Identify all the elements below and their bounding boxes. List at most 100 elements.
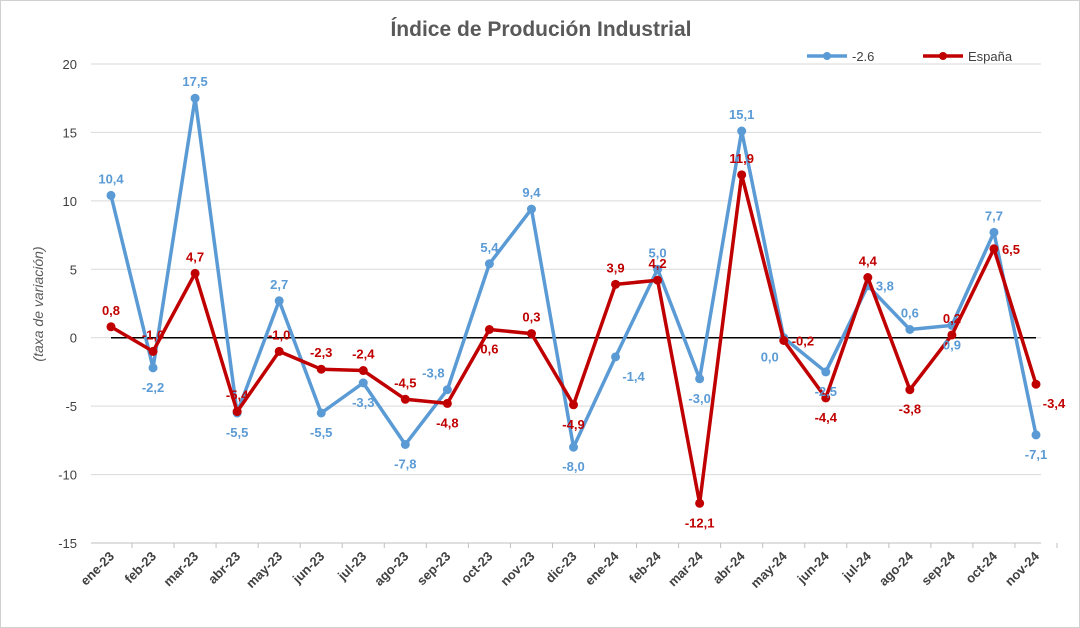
data-label: 0,2 (943, 311, 961, 326)
x-tick-label: ene-23 (77, 549, 117, 589)
data-label: 4,4 (859, 253, 878, 268)
data-point (316, 408, 326, 418)
data-label: -4,8 (436, 415, 458, 430)
data-point (442, 398, 452, 408)
data-label: -5,4 (226, 388, 249, 403)
series-line-2 (110, 173, 1038, 506)
data-point (695, 498, 705, 508)
data-label: 0,6 (480, 342, 498, 357)
y-axis-label: (taxa de variación) (30, 246, 46, 361)
data-label: -2,2 (142, 380, 164, 395)
x-tick-label: sep-24 (918, 548, 958, 588)
chart-title: Índice de Produción Industrial (390, 18, 691, 41)
data-point (905, 325, 915, 335)
x-tick-label: ago-23 (371, 549, 411, 589)
data-label: 6,5 (1002, 242, 1020, 257)
x-tick-label: jun-24 (794, 548, 833, 587)
x-tick-label: jul-23 (334, 549, 369, 584)
data-point (316, 364, 326, 374)
data-point (358, 366, 368, 376)
data-point (442, 385, 452, 395)
data-label: -0,2 (792, 333, 814, 348)
data-label: -2,3 (310, 345, 332, 360)
data-label: -4,4 (815, 410, 838, 425)
x-tick-label: may-24 (748, 548, 791, 591)
data-point (989, 227, 999, 237)
data-point (400, 394, 410, 404)
data-label: 0,9 (943, 337, 961, 352)
data-label: -3,8 (899, 402, 921, 417)
data-point (526, 329, 536, 339)
x-tick-label: feb-23 (121, 549, 159, 587)
x-tick-label: dic-23 (542, 549, 579, 586)
legend-label-series-2: España (968, 49, 1013, 64)
data-label: 4,7 (186, 249, 204, 264)
data-point (274, 296, 284, 306)
data-point (989, 244, 999, 254)
data-label: -4,5 (394, 375, 416, 390)
data-label: 11,9 (729, 151, 754, 166)
data-label: -1,4 (622, 369, 645, 384)
legend-label-series-1: -2.6 (852, 49, 874, 64)
data-point (526, 204, 536, 214)
data-label: -2,4 (352, 347, 375, 362)
x-tick-label: nov-24 (1002, 548, 1043, 589)
x-tick-label: nov-23 (497, 549, 537, 589)
data-label: 3,8 (876, 279, 894, 294)
y-tick-label: 15 (63, 125, 77, 140)
y-tick-label: 5 (70, 262, 77, 277)
data-label: 10,4 (98, 171, 124, 186)
data-label: -3,3 (352, 395, 374, 410)
data-label: 0,6 (901, 306, 919, 321)
data-label: -5,5 (226, 425, 248, 440)
data-point (358, 378, 368, 388)
data-point (400, 439, 410, 449)
x-tick-label: mar-24 (665, 548, 706, 589)
x-tick-label: sep-23 (414, 549, 454, 589)
data-point (737, 126, 747, 136)
data-label: 0,0 (761, 350, 779, 365)
data-point (779, 335, 789, 345)
data-point (484, 259, 494, 269)
data-label: -4,9 (562, 417, 584, 432)
data-point (569, 442, 578, 452)
data-label: -1,0 (142, 327, 164, 342)
data-point (737, 170, 747, 180)
data-label: -8,0 (562, 459, 584, 474)
x-tick-label: abr-24 (710, 548, 749, 587)
data-point (106, 322, 116, 332)
data-point (821, 367, 831, 377)
data-label: 17,5 (182, 74, 207, 89)
data-point (190, 268, 200, 278)
data-label: 5,0 (649, 245, 667, 260)
y-tick-label: 20 (63, 57, 77, 72)
data-point (232, 407, 242, 417)
data-point (611, 352, 621, 362)
data-label: 9,4 (522, 185, 541, 200)
data-label: -1,0 (268, 327, 290, 342)
x-tick-label: oct-24 (962, 548, 1000, 586)
y-tick-label: -5 (65, 399, 77, 414)
x-tick-label: oct-23 (458, 549, 496, 587)
data-point (611, 279, 621, 289)
y-tick-label: -10 (58, 468, 77, 483)
legend-marker-red (939, 52, 947, 60)
data-point (1031, 379, 1041, 389)
data-label: 3,9 (607, 260, 625, 275)
x-tick-label: mar-23 (160, 549, 201, 590)
data-label: 5,4 (480, 240, 499, 255)
data-label: -5,5 (310, 425, 332, 440)
x-tick-label: ago-24 (876, 548, 917, 589)
x-tick-label: may-23 (243, 549, 285, 591)
data-point (106, 190, 116, 200)
data-point (947, 330, 957, 340)
data-label: -3,4 (1043, 396, 1066, 411)
x-tick-label: jun-23 (289, 549, 327, 587)
data-label: -2,5 (815, 384, 837, 399)
data-label: -3,0 (688, 391, 710, 406)
data-label: -12,1 (685, 515, 715, 530)
data-point (653, 275, 663, 285)
data-label: 7,7 (985, 208, 1003, 223)
x-tick-label: abr-23 (205, 549, 243, 587)
